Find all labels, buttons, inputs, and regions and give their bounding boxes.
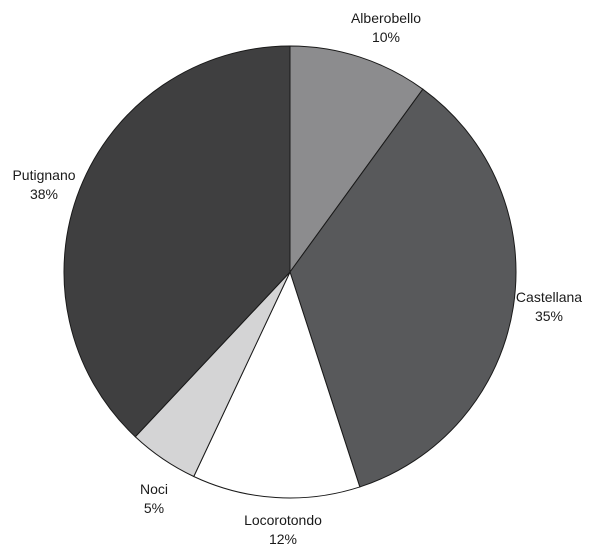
slice-label-noci: Noci 5% (140, 481, 168, 516)
slice-label-locorotondo: Locorotondo 12% (244, 512, 322, 547)
slice-percent-locorotondo: 12% (269, 531, 297, 547)
pie-labels: Alberobello 10% Castellana 35% Locorotondo 12… (12, 10, 582, 547)
pie-slice-alberobello (289, 45, 424, 274)
slice-category-locorotondo: Locorotondo (244, 512, 322, 528)
slice-category-noci: Noci (140, 481, 168, 497)
slice-percent-noci: 5% (144, 500, 164, 516)
slice-label-castellana: Castellana 35% (516, 289, 582, 324)
slice-category-putignano: Putignano (12, 167, 75, 183)
slice-label-putignano: Putignano 38% (12, 167, 75, 202)
pie-slice-putignano (63, 45, 291, 438)
pie-slices (63, 45, 517, 499)
slice-percent-castellana: 35% (535, 308, 563, 324)
pie-slice-locorotondo (193, 270, 361, 499)
slice-category-castellana: Castellana (516, 289, 582, 305)
slice-percent-putignano: 38% (30, 186, 58, 202)
slice-label-alberobello: Alberobello 10% (351, 10, 421, 45)
pie-slice-castellana (289, 88, 517, 488)
slice-percent-alberobello: 10% (372, 29, 400, 45)
slice-category-alberobello: Alberobello (351, 10, 421, 26)
